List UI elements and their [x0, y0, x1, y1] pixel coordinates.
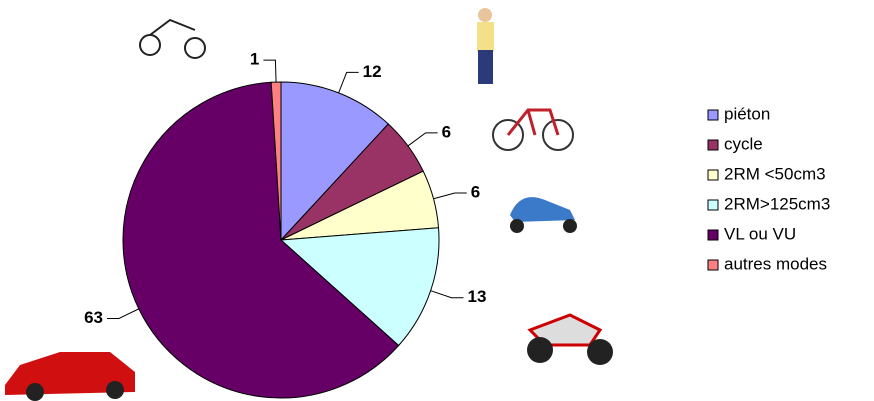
- data-label: 12: [363, 62, 382, 81]
- data-label: 63: [84, 308, 103, 327]
- legend-swatch: [708, 260, 718, 270]
- data-label: 13: [467, 287, 486, 306]
- data-label: 6: [471, 182, 480, 201]
- pedestrian-icon: [477, 8, 494, 84]
- scooter-icon: [510, 197, 577, 233]
- leader-line: [434, 193, 467, 199]
- quad-icon: [140, 20, 205, 58]
- legend-swatch: [708, 170, 718, 180]
- legend-swatch: [708, 110, 718, 120]
- legend-label: VL ou VU: [724, 224, 796, 243]
- legend-swatch: [708, 230, 718, 240]
- leader-line: [107, 309, 139, 319]
- legend-label: 2RM>125cm3: [724, 194, 830, 213]
- legend-label: 2RM <50cm3: [724, 164, 826, 183]
- leader-line: [431, 291, 464, 298]
- legend-swatch: [708, 200, 718, 210]
- chart: 12 6 6 13 63 1 piéton cycle 2RM <50cm3 2RM>125cm3…: [0, 0, 874, 401]
- car-icon: [5, 352, 135, 401]
- data-label: 6: [442, 122, 451, 141]
- legend-swatch: [708, 140, 718, 150]
- data-label: 1: [250, 50, 259, 69]
- leader-line: [408, 133, 438, 146]
- legend-label: cycle: [724, 134, 763, 153]
- legend-label: autres modes: [724, 254, 827, 273]
- bicycle-icon: [493, 110, 573, 150]
- legend-label: piéton: [724, 104, 770, 123]
- leader-line: [263, 60, 276, 82]
- motorbike-icon: [527, 315, 613, 365]
- leader-line: [339, 72, 359, 92]
